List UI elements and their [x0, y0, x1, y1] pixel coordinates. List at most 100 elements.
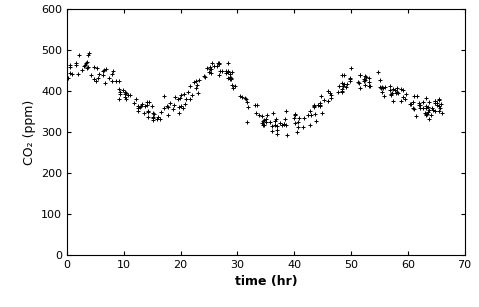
Point: [228, 83, 236, 88]
Point: [311, 102, 319, 107]
Point: [201, 75, 208, 80]
Point: [121, 95, 128, 100]
Point: [66, 64, 74, 69]
Point: [328, 93, 335, 98]
Point: [334, 89, 342, 94]
Point: [227, 77, 235, 82]
Point: [72, 62, 80, 67]
Point: [269, 110, 277, 115]
Point: [171, 103, 178, 108]
Point: [82, 60, 90, 65]
Point: [260, 122, 267, 127]
Point: [428, 106, 436, 111]
Point: [93, 66, 101, 71]
Point: [324, 99, 332, 103]
Point: [203, 65, 211, 70]
Point: [320, 98, 328, 103]
Point: [424, 110, 432, 115]
Point: [356, 73, 364, 78]
Point: [72, 61, 80, 66]
Point: [166, 100, 174, 105]
Point: [273, 123, 281, 128]
Point: [310, 103, 318, 108]
Point: [356, 86, 364, 91]
Point: [338, 89, 346, 94]
Point: [300, 116, 308, 121]
Point: [392, 91, 400, 96]
Point: [304, 113, 311, 118]
Point: [83, 66, 91, 71]
Point: [262, 117, 270, 122]
Point: [401, 97, 409, 102]
Point: [134, 103, 141, 108]
Point: [74, 72, 81, 76]
Point: [148, 116, 156, 121]
Point: [376, 78, 384, 83]
Point: [294, 119, 302, 124]
Point: [216, 62, 223, 67]
Point: [272, 119, 279, 123]
Point: [169, 106, 177, 111]
Point: [218, 68, 226, 73]
Point: [68, 71, 76, 76]
Point: [425, 116, 433, 121]
Point: [295, 115, 303, 120]
Point: [179, 106, 186, 111]
Point: [241, 96, 249, 101]
Point: [229, 86, 237, 91]
Point: [113, 79, 120, 84]
Point: [306, 108, 314, 113]
Point: [226, 77, 234, 82]
Point: [184, 89, 192, 94]
Point: [299, 125, 307, 130]
Point: [399, 88, 407, 93]
Point: [85, 65, 92, 70]
Point: [315, 103, 322, 107]
Point: [434, 98, 442, 103]
Point: [171, 95, 179, 99]
Point: [206, 64, 214, 69]
Point: [328, 96, 335, 101]
Point: [412, 114, 420, 119]
Point: [207, 67, 215, 72]
Point: [231, 84, 239, 88]
Point: [388, 92, 395, 97]
Point: [273, 131, 281, 136]
Point: [194, 91, 202, 95]
Point: [433, 103, 441, 108]
Point: [310, 105, 318, 110]
Point: [361, 78, 368, 83]
Point: [389, 98, 397, 103]
Point: [79, 68, 86, 72]
Point: [365, 83, 373, 88]
Point: [347, 76, 354, 81]
Point: [389, 87, 397, 91]
Point: [433, 101, 441, 106]
Point: [228, 69, 236, 74]
Point: [278, 122, 285, 127]
Point: [313, 119, 320, 123]
Point: [244, 104, 251, 109]
Point: [422, 104, 430, 109]
Point: [317, 94, 325, 99]
Point: [205, 70, 213, 75]
Point: [362, 75, 370, 80]
Point: [105, 76, 113, 81]
Point: [438, 110, 445, 115]
Point: [81, 62, 89, 67]
Point: [316, 101, 323, 106]
Point: [193, 83, 200, 87]
Point: [214, 60, 221, 65]
Point: [409, 105, 417, 110]
Point: [94, 75, 102, 80]
Point: [224, 69, 232, 74]
Point: [421, 111, 429, 116]
Point: [272, 123, 279, 128]
Point: [380, 93, 388, 98]
Point: [435, 96, 443, 101]
Point: [164, 105, 171, 110]
Point: [226, 74, 234, 79]
Point: [387, 84, 394, 88]
Point: [228, 76, 235, 80]
Point: [124, 93, 131, 98]
